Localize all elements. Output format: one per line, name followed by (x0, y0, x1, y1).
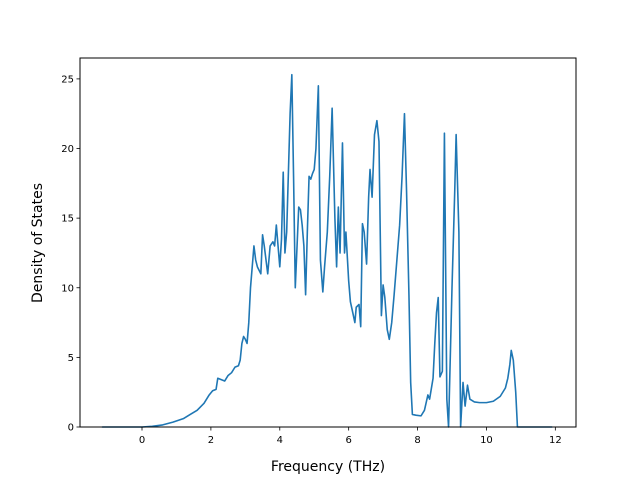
dos-series-line-0 (101, 73, 553, 428)
axes-frame (79, 57, 577, 428)
y-tick-label: 10 (61, 283, 74, 294)
y-tick-label: 5 (68, 353, 74, 364)
x-tick-label: 0 (139, 435, 145, 446)
y-tick-label: 15 (61, 214, 74, 225)
y-axis-label: Density of States (30, 183, 46, 303)
x-tick-label: 6 (345, 435, 351, 446)
y-tick-label: 25 (61, 74, 74, 85)
y-tick-label: 0 (68, 423, 74, 434)
x-tick-label: 4 (277, 435, 283, 446)
tick-layer: 0 2 4 6 8 10 12 0 5 10 15 20 25 (61, 74, 561, 446)
plot-area (101, 73, 553, 428)
x-tick-label: 10 (480, 435, 493, 446)
x-axis-label: Frequency (THz) (271, 459, 385, 475)
y-tick-label: 20 (61, 144, 74, 155)
x-tick-label: 12 (549, 435, 562, 446)
x-tick-label: 8 (414, 435, 420, 446)
x-tick-label: 2 (208, 435, 214, 446)
